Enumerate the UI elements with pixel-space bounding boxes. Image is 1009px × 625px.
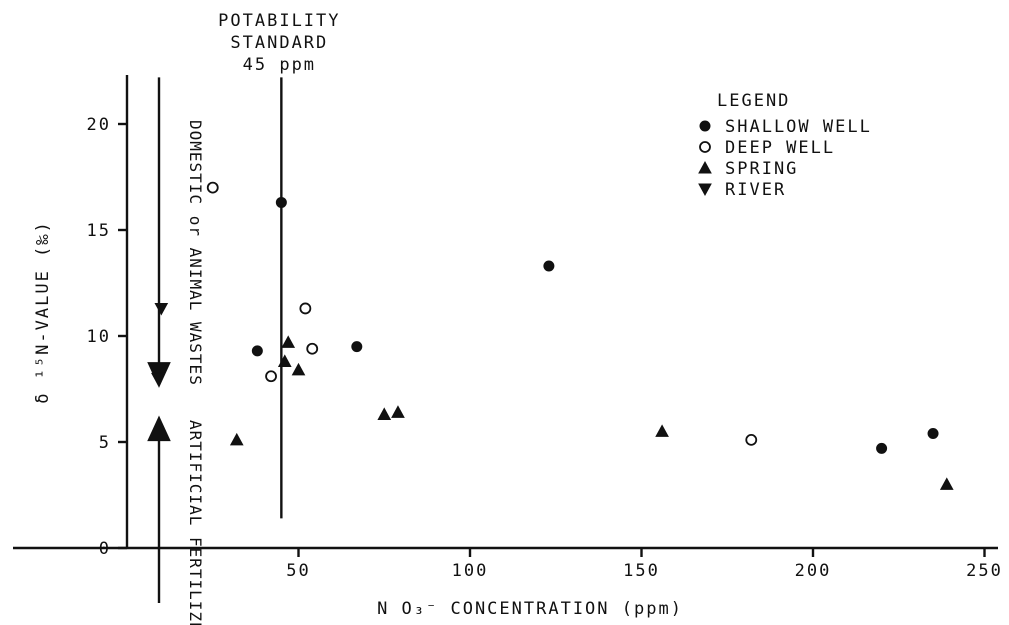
data-point [154, 302, 169, 316]
y-tick-label: 20 [87, 115, 111, 135]
x-tick-label: 100 [452, 561, 489, 581]
y-tick-label: 10 [87, 327, 111, 347]
x-tick-label: 150 [623, 561, 660, 581]
data-points [151, 181, 954, 490]
y-tick-label: 15 [87, 221, 111, 241]
source-arrows: DOMESTIC or ANIMAL WASTES ARTIFICIAL FERT… [147, 77, 205, 625]
x-axis-title: N O₃⁻ CONCENTRATION (ppm) [377, 599, 683, 619]
animal-wastes-label: DOMESTIC or ANIMAL WASTES [186, 120, 205, 386]
data-point [275, 196, 287, 208]
x-tick-label: 50 [286, 561, 310, 581]
data-point [543, 260, 555, 272]
data-point [277, 354, 292, 367]
data-point [927, 428, 939, 440]
fertilizer-arrow-head [147, 415, 171, 442]
data-point [265, 370, 277, 383]
data-point [876, 442, 888, 454]
legend-entry: DEEP WELL [725, 138, 835, 158]
legend-entry: SHALLOW WELL [725, 117, 872, 137]
data-point [391, 405, 405, 418]
y-tick-label: 5 [99, 433, 111, 453]
x-tick-label: 200 [795, 561, 832, 581]
legend-marker [699, 120, 711, 132]
y-tick-label: 0 [99, 539, 111, 559]
y-tick-labels: 0 5 10 15 20 [87, 115, 127, 559]
y-axis-title: δ ¹⁵N-VALUE (‰) [33, 220, 53, 404]
data-point [251, 345, 263, 357]
data-point [281, 335, 296, 348]
data-point [655, 424, 669, 437]
x-tick-labels: 50 100 150 200 250 [286, 548, 1003, 581]
legend-entry: SPRING [725, 159, 798, 179]
legend-entry: RIVER [725, 180, 786, 200]
axes [13, 75, 998, 550]
standard-label-line: 45 ppm [243, 55, 316, 75]
data-point [291, 362, 306, 376]
data-point [206, 181, 219, 194]
standard-label-line: POTABILITY [218, 11, 340, 31]
data-point [745, 433, 758, 446]
data-point [229, 432, 244, 446]
data-point [299, 302, 312, 315]
x-tick-label: 250 [966, 561, 1003, 581]
data-point [351, 341, 363, 353]
legend-marker [699, 141, 711, 153]
fertilizer-label: ARTIFICIAL FERTILIZER [186, 420, 205, 625]
legend-marker [698, 160, 712, 174]
data-point [939, 477, 954, 490]
data-point [151, 372, 165, 386]
data-point [377, 407, 392, 420]
legend-marker [698, 183, 712, 197]
data-point [306, 342, 319, 355]
standard-label-line: STANDARD [230, 33, 328, 53]
legend-title: LEGEND [717, 91, 790, 111]
